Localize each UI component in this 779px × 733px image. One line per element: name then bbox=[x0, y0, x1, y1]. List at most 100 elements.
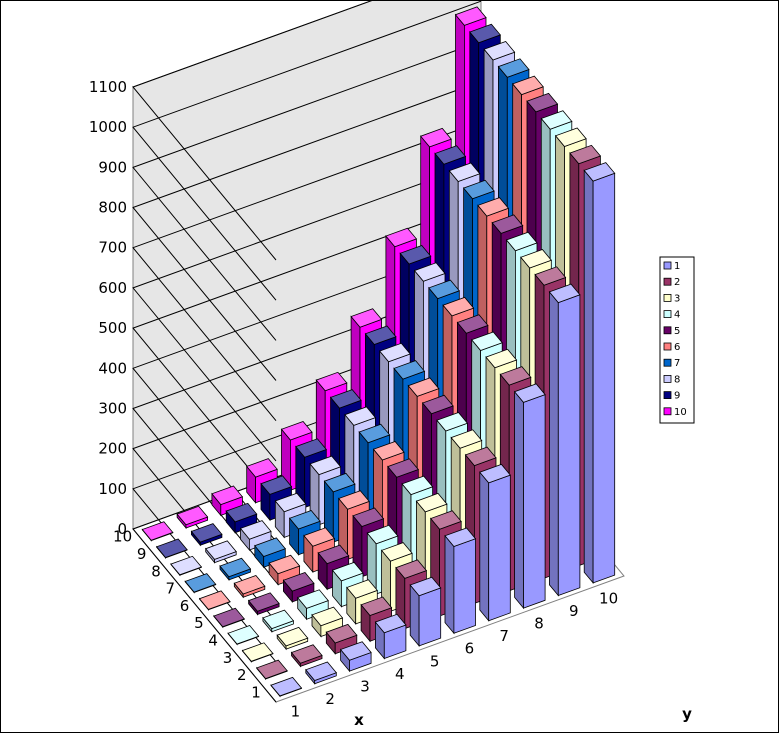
bar-front-face bbox=[453, 538, 476, 634]
legend-swatch bbox=[663, 358, 672, 367]
bar-top-face bbox=[380, 542, 413, 562]
x-tick-label: 2 bbox=[237, 666, 247, 684]
z-tick-label: 1000 bbox=[89, 118, 127, 136]
bar-top-face bbox=[309, 455, 342, 476]
legend-label: 7 bbox=[674, 358, 680, 369]
bar-top-face bbox=[213, 607, 245, 628]
x-tick-label: 5 bbox=[194, 614, 204, 632]
z-tick-label: 800 bbox=[98, 199, 127, 217]
bar-top-face bbox=[430, 510, 462, 530]
bar-side-face bbox=[549, 290, 559, 597]
bar-top-face bbox=[372, 441, 405, 461]
bar-top-face bbox=[366, 524, 399, 545]
z-tick-label: 300 bbox=[98, 399, 127, 417]
bar-top-face bbox=[325, 623, 358, 644]
bar-top-face bbox=[520, 249, 552, 269]
bar-top-face bbox=[276, 626, 309, 647]
bar-side-face bbox=[444, 534, 455, 635]
legend-label: 10 bbox=[674, 407, 687, 418]
bar-top-face bbox=[499, 366, 532, 386]
x-tick-label: 1 bbox=[251, 683, 261, 701]
bar-top-face bbox=[315, 371, 348, 392]
y-tick-label: 2 bbox=[325, 690, 335, 708]
bar-top-face bbox=[303, 527, 336, 547]
z-tick-label: 1100 bbox=[89, 78, 127, 96]
bar-top-face bbox=[401, 475, 434, 496]
bar-top-face bbox=[436, 412, 469, 432]
bar-top-face bbox=[485, 348, 518, 369]
bar-top-face bbox=[256, 659, 288, 680]
legend: 1 2 3 4 5 6 7 8 9 10 bbox=[659, 256, 695, 424]
bar bbox=[184, 573, 217, 594]
bar bbox=[339, 641, 372, 673]
bar-top-face bbox=[448, 162, 481, 182]
bar-top-face bbox=[338, 490, 370, 510]
bar-top-face bbox=[479, 463, 511, 484]
bar-top-face bbox=[413, 262, 446, 282]
gridline bbox=[132, 161, 482, 462]
bar-top-face bbox=[260, 475, 293, 495]
bar-top-face bbox=[534, 266, 567, 286]
bar-top-face bbox=[225, 502, 258, 523]
bar-front-face bbox=[523, 394, 546, 609]
z-tick-label: 400 bbox=[98, 359, 127, 377]
bar bbox=[176, 505, 209, 530]
bar-top-face bbox=[170, 555, 203, 576]
bar-top-face bbox=[155, 538, 188, 558]
bar-top-face bbox=[477, 197, 510, 217]
bar-top-face bbox=[295, 438, 327, 458]
z-tick-label: 500 bbox=[98, 319, 127, 337]
bar-top-face bbox=[219, 557, 252, 578]
bar-top-face bbox=[176, 505, 209, 526]
bar bbox=[219, 557, 252, 582]
legend-swatch bbox=[663, 310, 672, 319]
gridline bbox=[132, 40, 482, 341]
bar bbox=[444, 527, 477, 635]
legend-label: 5 bbox=[674, 326, 680, 337]
y-tick-label: 10 bbox=[599, 589, 618, 607]
legend-label: 6 bbox=[674, 342, 680, 353]
bar-top-face bbox=[350, 308, 383, 328]
bar-side-face bbox=[514, 390, 524, 610]
bar bbox=[583, 162, 616, 585]
bar-top-face bbox=[393, 360, 426, 380]
bar-top-face bbox=[184, 573, 217, 593]
x-axis-title: x bbox=[354, 711, 364, 729]
legend-label: 4 bbox=[674, 310, 680, 321]
bar-top-face bbox=[444, 527, 477, 547]
bar bbox=[290, 644, 323, 668]
bars bbox=[141, 6, 616, 698]
bar-top-face bbox=[421, 394, 454, 415]
gridline bbox=[132, 201, 482, 502]
x-tick-label: 10 bbox=[113, 528, 132, 546]
bar-top-face bbox=[428, 279, 460, 300]
bar bbox=[198, 590, 231, 611]
gridline bbox=[132, 241, 482, 542]
z-axis-ticks: 0 100 200 300 400 500 600 700 800 900 1000 1100 bbox=[89, 78, 127, 538]
bar-top-face bbox=[415, 492, 448, 513]
bar-top-face bbox=[526, 92, 559, 113]
bar bbox=[205, 540, 237, 564]
x-tick-label: 7 bbox=[166, 580, 176, 598]
bar-top-face bbox=[352, 507, 385, 527]
bar-top-face bbox=[190, 523, 223, 543]
bar bbox=[513, 383, 546, 610]
bar-top-face bbox=[358, 423, 391, 444]
bar bbox=[270, 676, 303, 698]
y-axis-title: y bbox=[682, 705, 692, 723]
legend-swatch bbox=[663, 293, 672, 302]
bar-top-face bbox=[227, 625, 260, 645]
y-tick-label: 8 bbox=[534, 615, 544, 633]
legend-label: 8 bbox=[674, 374, 680, 385]
gridline bbox=[132, 81, 482, 381]
bar-top-face bbox=[454, 6, 487, 26]
bar bbox=[374, 613, 407, 660]
bar bbox=[141, 521, 174, 542]
gridline bbox=[132, 1, 372, 261]
bar-top-face bbox=[205, 540, 237, 560]
bar-top-face bbox=[262, 609, 295, 630]
x-tick-label: 8 bbox=[151, 562, 161, 580]
bar-top-face bbox=[270, 676, 303, 697]
legend-swatch bbox=[663, 277, 672, 286]
